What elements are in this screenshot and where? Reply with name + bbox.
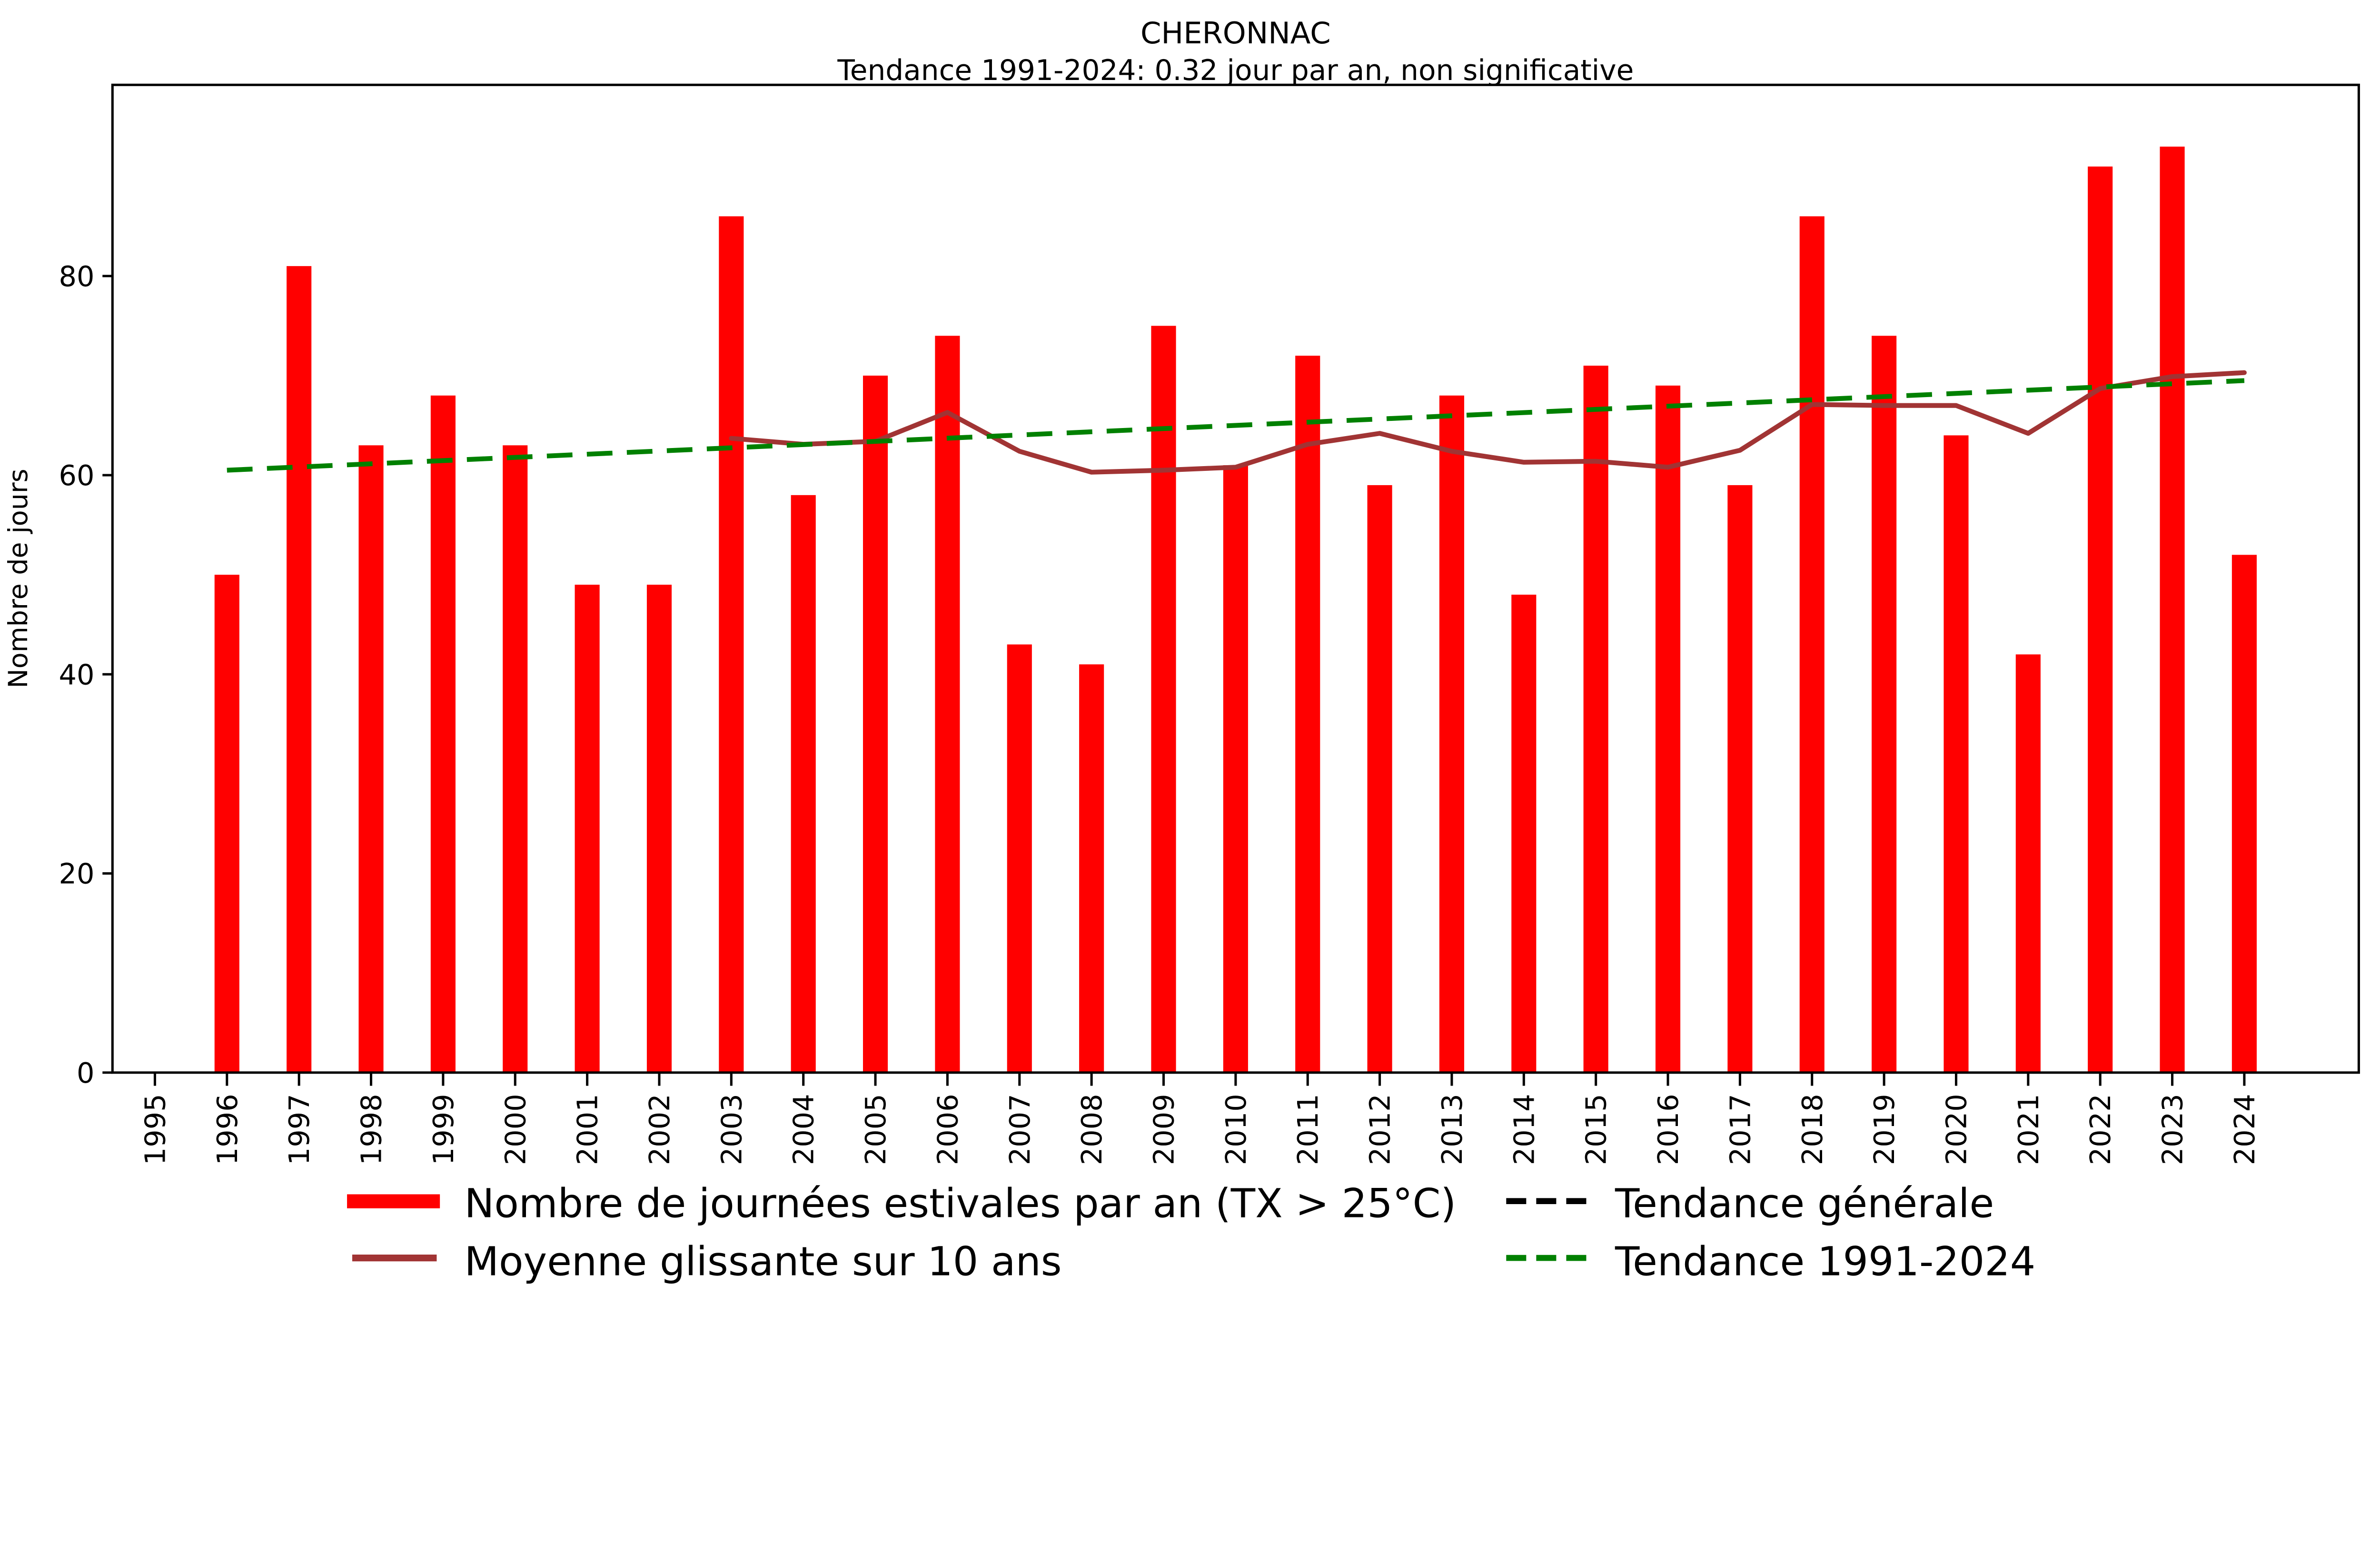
figure: CHERONNAC Tendance 1991-2024: 0.32 jour … bbox=[3, 15, 2360, 1285]
x-tick-label-2017: 2017 bbox=[1724, 1094, 1756, 1165]
x-tick-label-2019: 2019 bbox=[1868, 1094, 1901, 1165]
legend-label-general-trend: Tendance générale bbox=[1615, 1180, 1994, 1226]
bar-2013 bbox=[1439, 395, 1465, 1073]
x-tick-label-2014: 2014 bbox=[1507, 1094, 1540, 1165]
bar-2024 bbox=[2231, 555, 2257, 1073]
x-tick-label-2000: 2000 bbox=[499, 1094, 532, 1165]
bar-1998 bbox=[358, 445, 384, 1073]
x-tick-label-2002: 2002 bbox=[643, 1094, 676, 1165]
chart-title: CHERONNAC bbox=[1140, 16, 1331, 50]
bar-2003 bbox=[719, 216, 744, 1073]
summer-days-chart: CHERONNAC Tendance 1991-2024: 0.32 jour … bbox=[3, 15, 2360, 1285]
bar-1999 bbox=[430, 395, 456, 1073]
y-ticks-group: 0 20 40 60 80 bbox=[59, 260, 113, 1089]
bar-1996 bbox=[214, 575, 239, 1073]
bar-2006 bbox=[935, 336, 960, 1073]
x-tick-label-2006: 2006 bbox=[931, 1094, 964, 1165]
bar-2018 bbox=[1799, 216, 1825, 1073]
lines-group bbox=[227, 370, 2247, 475]
legend: Nombre de journées estivales par an (TX … bbox=[347, 1180, 2035, 1285]
bar-2002 bbox=[646, 585, 672, 1073]
bar-2021 bbox=[2015, 654, 2041, 1073]
chart-subtitle: Tendance 1991-2024: 0.32 jour par an, no… bbox=[837, 54, 1634, 87]
x-tick-label-2024: 2024 bbox=[2228, 1094, 2261, 1165]
bar-2015 bbox=[1583, 365, 1608, 1073]
y-tick-label-40: 40 bbox=[59, 658, 95, 691]
x-tick-label-2009: 2009 bbox=[1148, 1094, 1180, 1165]
bar-2020 bbox=[1944, 435, 1969, 1073]
bars-group bbox=[214, 146, 2257, 1073]
bar-2011 bbox=[1295, 356, 1320, 1073]
x-ticks-group: 1995 1996 1997 1998 1999 2000 2001 2002 2003 2004… bbox=[139, 1072, 2261, 1165]
x-tick-label-2001: 2001 bbox=[571, 1094, 604, 1165]
x-tick-label-2023: 2023 bbox=[2156, 1094, 2189, 1165]
x-tick-label-2013: 2013 bbox=[1436, 1094, 1468, 1165]
moving-average-line bbox=[729, 370, 2247, 475]
y-tick-label-0: 0 bbox=[77, 1057, 94, 1089]
x-tick-label-2011: 2011 bbox=[1291, 1094, 1324, 1165]
bar-2001 bbox=[575, 585, 600, 1073]
bar-2023 bbox=[2160, 146, 2185, 1073]
y-tick-label-60: 60 bbox=[59, 459, 95, 492]
x-tick-label-2022: 2022 bbox=[2084, 1094, 2117, 1165]
bar-2000 bbox=[503, 445, 528, 1073]
x-tick-label-2007: 2007 bbox=[1003, 1094, 1036, 1165]
x-tick-label-1997: 1997 bbox=[283, 1094, 316, 1165]
legend-label-bars: Nombre de journées estivales par an (TX … bbox=[464, 1180, 1456, 1226]
legend-label-trend-1991-2024: Tendance 1991-2024 bbox=[1615, 1238, 2035, 1285]
x-tick-label-1995: 1995 bbox=[139, 1094, 171, 1165]
bar-2005 bbox=[863, 375, 888, 1073]
x-tick-label-1998: 1998 bbox=[355, 1094, 388, 1165]
x-tick-label-2003: 2003 bbox=[715, 1094, 748, 1165]
y-tick-label-20: 20 bbox=[59, 857, 95, 890]
bar-2012 bbox=[1367, 485, 1392, 1073]
bar-2019 bbox=[1872, 336, 1897, 1073]
x-tick-label-2021: 2021 bbox=[2012, 1094, 2045, 1165]
x-tick-label-2016: 2016 bbox=[1652, 1094, 1685, 1165]
plot-border bbox=[111, 83, 2360, 1074]
bar-2004 bbox=[791, 495, 816, 1073]
x-tick-label-2020: 2020 bbox=[1940, 1094, 1973, 1165]
x-tick-label-2018: 2018 bbox=[1796, 1094, 1829, 1165]
x-tick-label-2012: 2012 bbox=[1364, 1094, 1397, 1165]
y-tick-label-80: 80 bbox=[59, 260, 95, 293]
bar-2014 bbox=[1511, 594, 1537, 1073]
bar-1997 bbox=[287, 266, 312, 1073]
x-tick-label-2010: 2010 bbox=[1220, 1094, 1252, 1165]
bar-2008 bbox=[1079, 664, 1104, 1073]
legend-label-moving-average: Moyenne glissante sur 10 ans bbox=[464, 1238, 1061, 1285]
x-tick-label-2008: 2008 bbox=[1075, 1094, 1108, 1165]
x-tick-label-2005: 2005 bbox=[859, 1094, 892, 1165]
bar-2016 bbox=[1655, 385, 1681, 1073]
trend-line-1996-2024 bbox=[227, 378, 2245, 473]
bar-2009 bbox=[1151, 326, 1176, 1073]
bar-2022 bbox=[2088, 166, 2113, 1073]
legend-bar-swatch bbox=[347, 1194, 440, 1208]
y-axis-label: Nombre de jours bbox=[3, 469, 34, 688]
bar-2017 bbox=[1727, 485, 1753, 1073]
x-tick-label-1996: 1996 bbox=[211, 1094, 244, 1165]
bar-2010 bbox=[1223, 465, 1248, 1073]
x-tick-label-2015: 2015 bbox=[1580, 1094, 1613, 1165]
bar-2007 bbox=[1007, 644, 1032, 1073]
x-tick-label-1999: 1999 bbox=[427, 1094, 460, 1165]
x-tick-label-2004: 2004 bbox=[787, 1094, 820, 1165]
